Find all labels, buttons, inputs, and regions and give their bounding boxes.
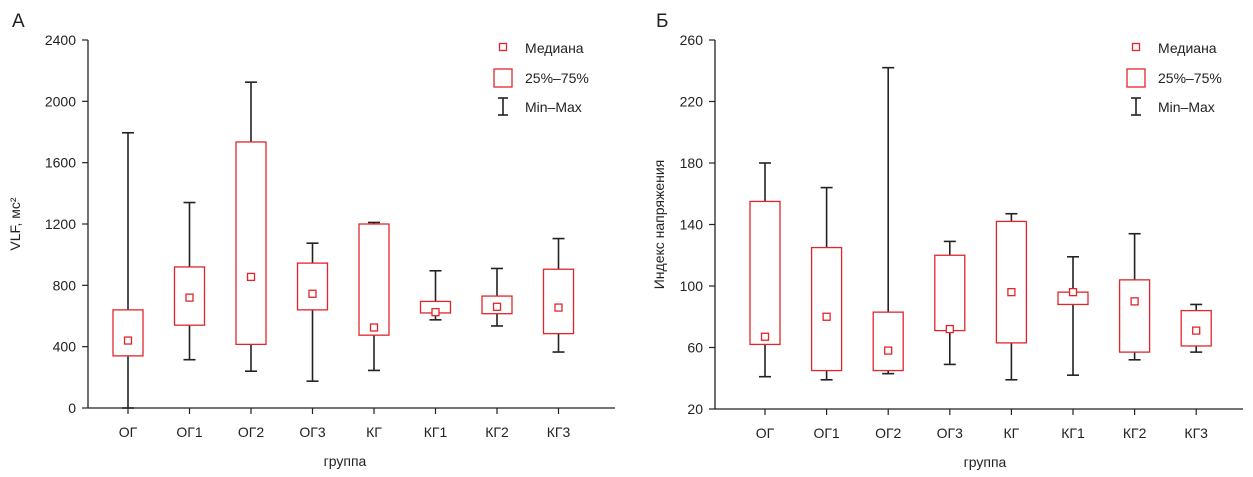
iqr-box: [995, 220, 1028, 344]
iqr-box: [358, 223, 390, 336]
x-tick-label: КГ: [366, 424, 382, 440]
median-marker: [246, 272, 256, 282]
x-tick-label: ОГ1: [176, 424, 202, 440]
iqr-box: [934, 254, 966, 332]
median-marker: [1192, 326, 1201, 335]
iqr-box: [112, 309, 144, 357]
y-tick-label: 20: [687, 401, 703, 417]
x-tick-label: ОГ2: [238, 424, 264, 440]
y-tick-label: 2400: [45, 32, 76, 48]
y-tick-label: 100: [680, 278, 704, 294]
legend-range-label: Min–Max: [525, 99, 582, 115]
median-marker: [822, 312, 831, 321]
median-marker: [185, 293, 194, 302]
median-marker: [1068, 287, 1078, 297]
iqr-box: [235, 141, 267, 346]
y-tick-label: 220: [680, 94, 704, 110]
iqr-box: [542, 268, 575, 335]
x-tick-label: ОГ3: [299, 424, 325, 440]
y-axis-label: VLF, мс²: [7, 197, 23, 251]
x-axis-label: группа: [964, 454, 1007, 470]
x-tick-label: ОГ1: [813, 425, 839, 441]
y-tick-label: 60: [687, 340, 703, 356]
median-marker: [945, 324, 954, 334]
median-marker: [123, 336, 133, 345]
y-tick-label: 0: [68, 400, 76, 416]
median-marker: [369, 323, 379, 332]
x-tick-label: КГ2: [485, 424, 509, 440]
x-tick-label: КГ1: [424, 424, 448, 440]
y-tick-label: 800: [53, 277, 77, 293]
median-marker: [760, 332, 770, 341]
x-tick-label: ОГ: [756, 425, 775, 441]
x-tick-label: КГ1: [1061, 425, 1085, 441]
panel-label: А: [12, 11, 25, 32]
x-tick-label: КГ3: [547, 424, 571, 440]
y-tick-label: 1600: [45, 155, 76, 171]
legend-iqr-label: 25%–75%: [1158, 70, 1222, 86]
x-tick-label: ОГ: [119, 424, 138, 440]
median-marker: [1130, 297, 1139, 306]
panel-label: Б: [656, 11, 668, 32]
median-marker: [308, 289, 317, 298]
legend-iqr-label: 25%–75%: [525, 70, 589, 86]
y-tick-label: 400: [53, 339, 77, 355]
iqr-box: [1118, 279, 1151, 353]
legend-median-marker: [1131, 42, 1141, 52]
iqr-box: [810, 246, 843, 372]
median-marker: [554, 303, 563, 312]
median-marker: [431, 308, 440, 317]
iqr-box: [296, 262, 329, 311]
legend-median-marker: [498, 42, 508, 52]
y-tick-label: 1200: [45, 216, 76, 232]
x-tick-label: КГ: [1004, 425, 1020, 441]
x-tick-label: ОГ2: [875, 425, 901, 441]
x-tick-label: КГ2: [1123, 425, 1147, 441]
x-tick-label: ОГ3: [937, 425, 963, 441]
median-marker: [884, 346, 893, 355]
iqr-box: [749, 200, 781, 346]
y-axis-label: Индекс напряжения: [651, 160, 667, 290]
iqr-box: [872, 311, 904, 372]
x-axis-label: группа: [324, 453, 367, 469]
median-marker: [492, 302, 502, 311]
legend-median-label: Медиана: [1158, 40, 1217, 56]
y-tick-label: 260: [680, 32, 704, 48]
y-tick-label: 2000: [45, 93, 76, 109]
y-tick-label: 180: [680, 155, 704, 171]
legend-iqr-box: [493, 68, 513, 88]
median-marker: [1007, 287, 1016, 297]
legend-iqr-box: [1126, 68, 1146, 88]
legend-range-label: Min–Max: [1158, 99, 1215, 115]
y-tick-label: 140: [680, 217, 704, 233]
legend-median-label: Медиана: [525, 40, 584, 56]
x-tick-label: КГ3: [1184, 425, 1208, 441]
